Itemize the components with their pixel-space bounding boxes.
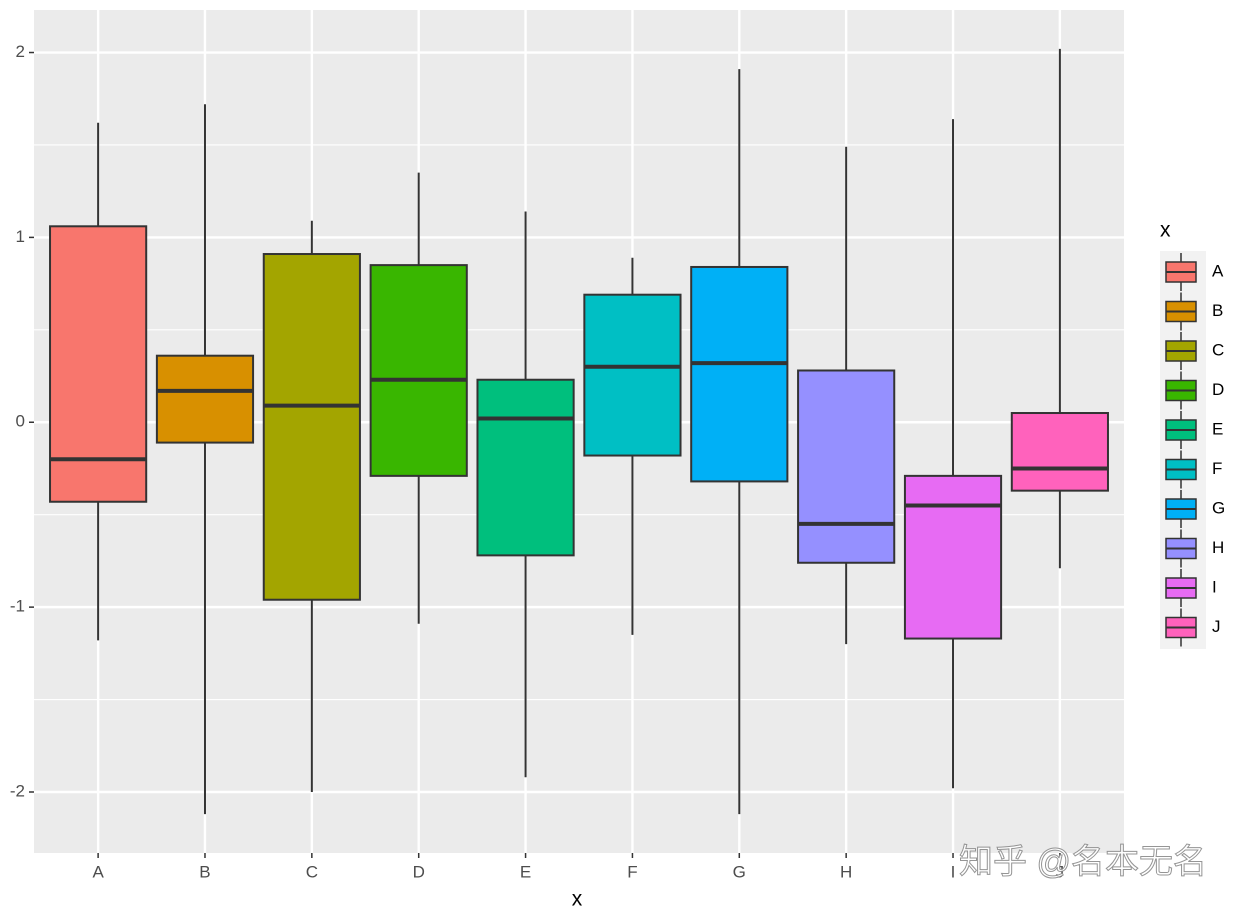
y-tick-label: 2 bbox=[16, 42, 25, 61]
box bbox=[1010, 412, 1109, 492]
box bbox=[690, 265, 789, 483]
box bbox=[583, 293, 682, 457]
legend-label: D bbox=[1212, 380, 1224, 399]
y-tick-label: -2 bbox=[10, 781, 25, 800]
legend-label: B bbox=[1212, 301, 1223, 320]
legend-label: H bbox=[1212, 538, 1224, 557]
box bbox=[369, 264, 468, 477]
box bbox=[797, 369, 896, 564]
legend-label: A bbox=[1212, 261, 1224, 280]
y-tick-label: 0 bbox=[16, 412, 25, 431]
watermark: 知乎 @名本无名 bbox=[959, 843, 1207, 881]
legend-label: J bbox=[1212, 617, 1221, 636]
x-tick-label: F bbox=[627, 862, 637, 881]
y-tick-label: 1 bbox=[16, 227, 25, 246]
legend-label: I bbox=[1212, 577, 1217, 596]
box bbox=[155, 354, 255, 444]
legend-label: C bbox=[1212, 340, 1224, 359]
legend-title: x bbox=[1160, 219, 1171, 242]
legend-label: G bbox=[1212, 498, 1225, 517]
x-tick-label: D bbox=[413, 862, 425, 881]
x-tick-label: A bbox=[92, 862, 104, 881]
box bbox=[262, 253, 361, 601]
x-tick-label: C bbox=[306, 862, 318, 881]
x-tick-label: G bbox=[733, 862, 746, 881]
y-tick-label: -1 bbox=[10, 597, 25, 616]
x-tick-label: J bbox=[1056, 862, 1065, 881]
x-tick-label: I bbox=[951, 862, 956, 881]
x-tick-label: E bbox=[520, 862, 531, 881]
box bbox=[903, 474, 1003, 640]
x-tick-label: H bbox=[840, 862, 852, 881]
legend-label: E bbox=[1212, 419, 1223, 438]
box bbox=[49, 225, 148, 503]
box bbox=[476, 378, 575, 557]
x-axis-title: x bbox=[572, 888, 583, 911]
legend-label: F bbox=[1212, 459, 1222, 478]
x-tick-label: B bbox=[199, 862, 210, 881]
